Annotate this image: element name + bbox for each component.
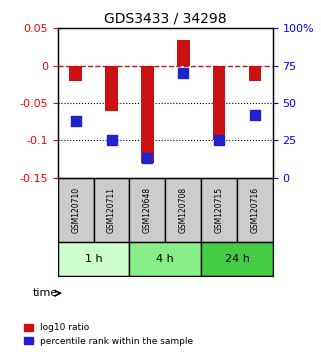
Point — [73, 118, 78, 124]
Point — [181, 70, 186, 76]
FancyBboxPatch shape — [237, 178, 273, 242]
Text: time: time — [32, 288, 58, 298]
FancyBboxPatch shape — [58, 178, 94, 242]
Text: GSM120711: GSM120711 — [107, 187, 116, 233]
Bar — [141, 66, 154, 163]
FancyBboxPatch shape — [94, 178, 129, 242]
FancyBboxPatch shape — [129, 242, 201, 276]
FancyBboxPatch shape — [201, 242, 273, 276]
Text: 24 h: 24 h — [225, 254, 249, 264]
Point — [216, 138, 221, 143]
Text: GSM120648: GSM120648 — [143, 187, 152, 233]
Bar — [69, 66, 82, 81]
Bar — [105, 66, 118, 110]
FancyBboxPatch shape — [58, 242, 129, 276]
Bar — [213, 66, 225, 141]
Legend: log10 ratio, percentile rank within the sample: log10 ratio, percentile rank within the … — [21, 320, 197, 349]
Point — [252, 112, 257, 118]
FancyBboxPatch shape — [201, 178, 237, 242]
Point — [109, 138, 114, 143]
Text: GSM120716: GSM120716 — [250, 187, 259, 233]
FancyBboxPatch shape — [129, 178, 165, 242]
Text: GSM120715: GSM120715 — [214, 187, 224, 233]
Text: 1 h: 1 h — [85, 254, 102, 264]
Bar — [249, 66, 261, 81]
FancyBboxPatch shape — [165, 178, 201, 242]
Text: GSM120710: GSM120710 — [71, 187, 80, 233]
Point — [145, 156, 150, 161]
Text: 4 h: 4 h — [156, 254, 174, 264]
Title: GDS3433 / 34298: GDS3433 / 34298 — [104, 12, 227, 26]
Bar — [177, 40, 189, 66]
Text: GSM120708: GSM120708 — [179, 187, 188, 233]
